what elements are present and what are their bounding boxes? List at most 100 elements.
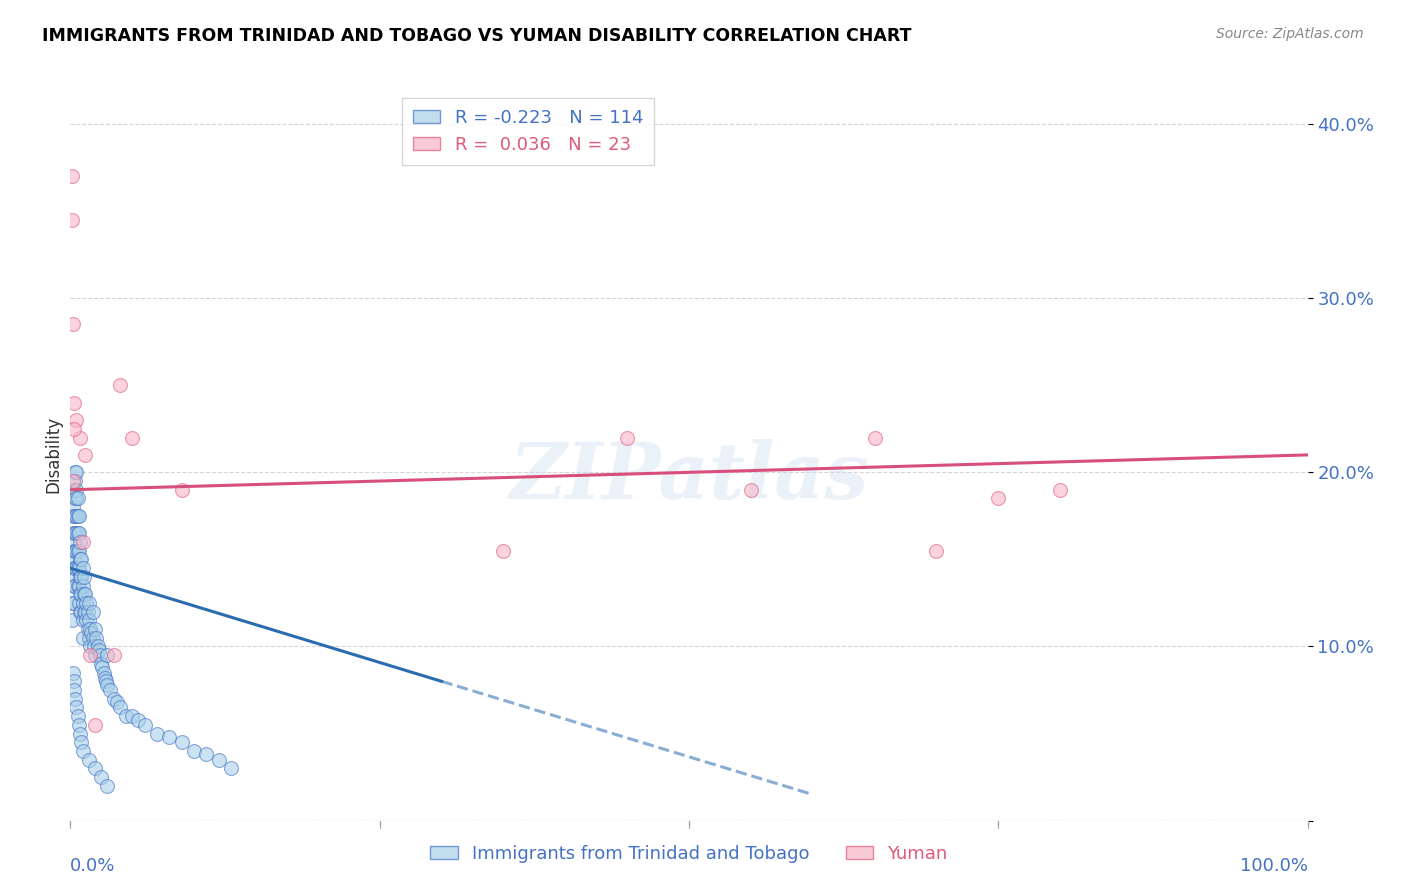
Point — [105, 695, 128, 709]
Point — [121, 709, 143, 723]
Point — [65, 700, 87, 714]
Point — [75, 448, 97, 462]
Text: 100.0%: 100.0% — [1240, 857, 1308, 875]
Text: IMMIGRANTS FROM TRINIDAD AND TOBAGO VS YUMAN DISABILITY CORRELATION CHART: IMMIGRANTS FROM TRINIDAD AND TOBAGO VS Y… — [42, 27, 911, 45]
Point — [91, 660, 114, 674]
Point — [134, 718, 156, 732]
Point — [63, 535, 86, 549]
Point — [65, 413, 87, 427]
Point — [70, 570, 93, 584]
Point — [66, 508, 89, 523]
Point — [84, 631, 107, 645]
Point — [84, 622, 107, 636]
Point — [121, 430, 143, 444]
Point — [208, 753, 231, 767]
Point — [67, 718, 90, 732]
Point — [96, 648, 118, 663]
Point — [108, 378, 131, 392]
Point — [65, 561, 87, 575]
Point — [82, 631, 104, 645]
Point — [62, 474, 84, 488]
Point — [65, 474, 87, 488]
Point — [987, 491, 1010, 506]
Point — [103, 691, 125, 706]
Point — [84, 718, 107, 732]
Point — [65, 526, 87, 541]
Point — [63, 596, 86, 610]
Point — [195, 747, 218, 762]
Point — [63, 674, 86, 689]
Point — [70, 552, 93, 566]
Point — [67, 526, 90, 541]
Point — [96, 678, 118, 692]
Point — [62, 500, 84, 515]
Point — [77, 753, 100, 767]
Point — [65, 526, 87, 541]
Point — [62, 665, 84, 680]
Point — [60, 169, 83, 184]
Point — [89, 648, 111, 663]
Point — [616, 430, 638, 444]
Point — [70, 735, 93, 749]
Point — [76, 605, 98, 619]
Point — [79, 622, 101, 636]
Point — [115, 709, 138, 723]
Point — [72, 744, 94, 758]
Point — [66, 561, 89, 575]
Point — [103, 648, 125, 663]
Point — [63, 552, 86, 566]
Point — [72, 561, 94, 575]
Point — [170, 735, 193, 749]
Point — [84, 761, 107, 775]
Point — [66, 491, 89, 506]
Point — [70, 605, 93, 619]
Point — [63, 578, 86, 592]
Point — [83, 640, 105, 654]
Point — [63, 395, 86, 409]
Point — [66, 543, 89, 558]
Point — [72, 613, 94, 627]
Point — [65, 466, 87, 480]
Point — [492, 543, 515, 558]
Point — [77, 631, 100, 645]
Point — [75, 587, 97, 601]
Y-axis label: Disability: Disability — [44, 417, 62, 493]
Point — [72, 631, 94, 645]
Point — [62, 318, 84, 332]
Point — [65, 691, 87, 706]
Point — [63, 422, 86, 436]
Point — [1049, 483, 1071, 497]
Point — [108, 700, 131, 714]
Point — [67, 596, 90, 610]
Point — [72, 578, 94, 592]
Point — [67, 543, 90, 558]
Point — [69, 552, 91, 566]
Point — [60, 613, 83, 627]
Point — [94, 671, 117, 685]
Point — [63, 570, 86, 584]
Point — [98, 683, 121, 698]
Point — [82, 605, 104, 619]
Point — [127, 713, 149, 727]
Point — [65, 491, 87, 506]
Point — [740, 483, 762, 497]
Point — [66, 578, 89, 592]
Point — [65, 466, 87, 480]
Point — [65, 543, 87, 558]
Text: ZIPatlas: ZIPatlas — [509, 439, 869, 515]
Point — [70, 587, 93, 601]
Point — [183, 744, 205, 758]
Point — [69, 430, 91, 444]
Point — [77, 613, 100, 627]
Point — [75, 605, 97, 619]
Point — [219, 761, 242, 775]
Point — [66, 526, 89, 541]
Text: 0.0%: 0.0% — [70, 857, 115, 875]
Point — [69, 570, 91, 584]
Point — [79, 648, 101, 663]
Point — [65, 543, 87, 558]
Point — [67, 561, 90, 575]
Legend: Immigrants from Trinidad and Tobago, Yuman: Immigrants from Trinidad and Tobago, Yum… — [423, 838, 955, 870]
Point — [67, 508, 90, 523]
Point — [65, 491, 87, 506]
